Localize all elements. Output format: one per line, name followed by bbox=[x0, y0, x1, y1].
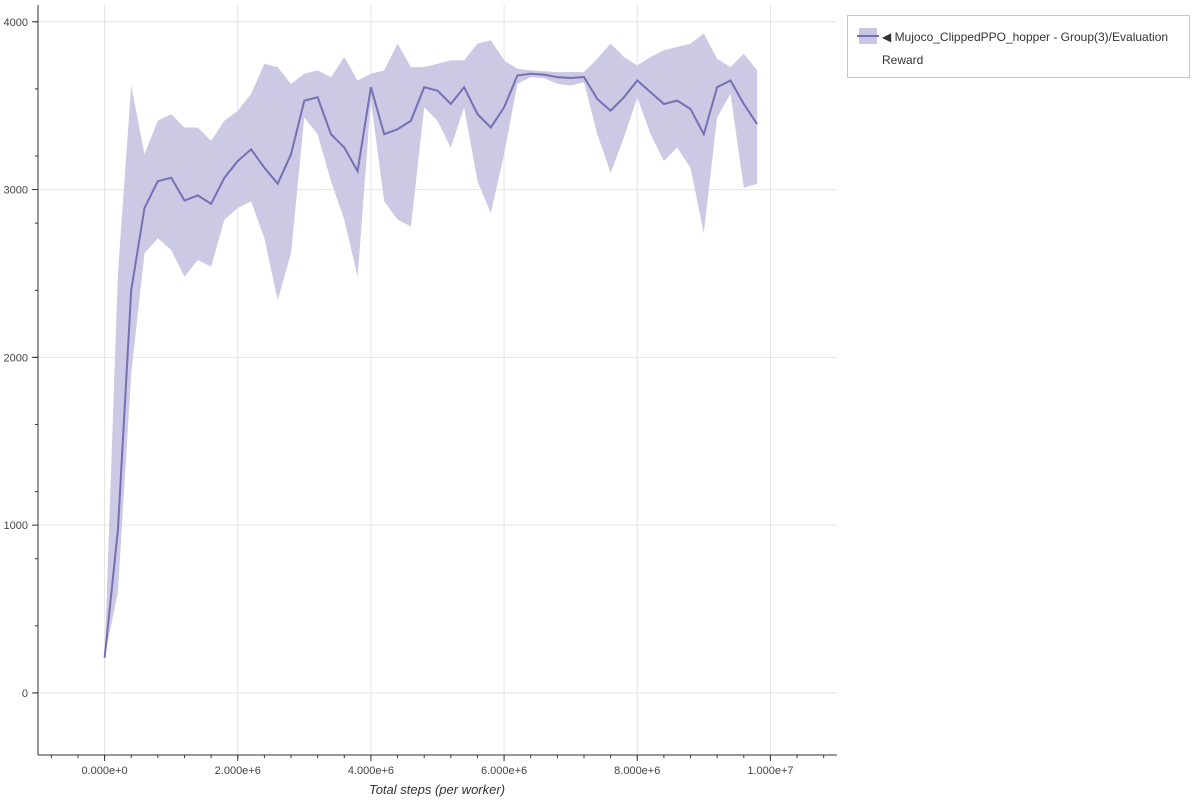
legend-swatch bbox=[857, 28, 879, 44]
legend-entry[interactable]: ◀ Mujoco_ClippedPPO_hopper - Group(3)/Ev… bbox=[882, 30, 1169, 67]
x-axis-label: Total steps (per worker) bbox=[369, 782, 505, 797]
x-tick-label: 6.000e+6 bbox=[481, 765, 527, 777]
y-tick-label: 1000 bbox=[4, 520, 28, 532]
y-tick-label: 4000 bbox=[4, 17, 28, 29]
x-tick-label: 2.000e+6 bbox=[215, 765, 261, 777]
series-band bbox=[104, 33, 758, 658]
y-tick-label: 2000 bbox=[4, 352, 28, 364]
axes: 0.000e+0 2.000e+6 4.000e+6 6.000e+6 8.000e+6… bbox=[4, 5, 837, 777]
x-tick-label: 1.000e+7 bbox=[747, 765, 793, 777]
x-tick-label: 0.000e+0 bbox=[81, 765, 127, 777]
series-line bbox=[103, 72, 758, 658]
legend: ◀ Mujoco_ClippedPPO_hopper - Group(3)/Ev… bbox=[847, 15, 1190, 78]
x-tick-label: 8.000e+6 bbox=[614, 765, 660, 777]
y-tick-label: 3000 bbox=[4, 185, 28, 197]
x-tick-label: 4.000e+6 bbox=[348, 765, 394, 777]
y-tick-label: 0 bbox=[22, 688, 28, 700]
